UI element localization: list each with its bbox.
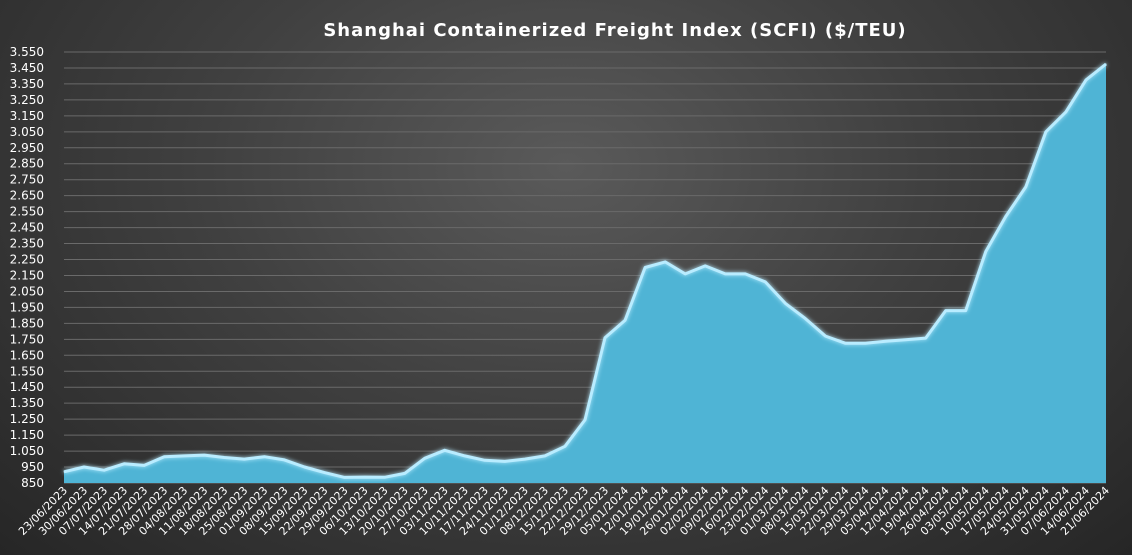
plot-area [63,62,1107,483]
y-tick-label: 2.650 [10,189,44,203]
data-point [985,251,987,253]
data-point [684,273,686,275]
data-point [965,310,967,312]
y-tick-label: 3.450 [10,61,44,75]
data-point [404,472,406,474]
data-point [143,464,145,466]
data-point [824,335,826,337]
data-point [364,476,366,478]
data-point [905,339,907,341]
data-point [664,261,666,263]
y-tick-label: 2.850 [10,157,44,171]
data-point [564,445,566,447]
x-axis: 23/06/202330/06/202307/07/202314/07/2023… [16,484,1112,538]
y-tick-label: 3.050 [10,125,44,139]
y-axis: 3.550 3.450 3.350 3.250 3.150 3.050 2.950 2.850… [10,45,44,490]
data-point [63,471,65,473]
y-tick-label: 2.350 [10,237,44,251]
data-point [544,455,546,457]
data-point [764,281,766,283]
data-point [243,458,245,460]
data-point [123,463,125,465]
y-tick-label: 2.150 [10,268,44,282]
y-tick-label: 3.150 [10,109,44,123]
data-point [464,455,466,457]
y-tick-label: 1.250 [10,412,44,426]
y-tick-label: 2.950 [10,141,44,155]
data-point [1065,111,1067,113]
y-tick-label: 1.550 [10,364,44,378]
data-point [925,337,927,339]
data-point [303,466,305,468]
data-point [604,337,606,339]
data-point [784,302,786,304]
data-point [584,419,586,421]
data-point [624,319,626,321]
y-tick-label: 950 [21,460,44,474]
data-point [484,459,486,461]
chart-title: Shanghai Containerized Freight Index (SC… [323,20,906,41]
y-tick-label: 1.050 [10,444,44,458]
data-point [644,267,646,268]
y-tick-label: 2.550 [10,205,44,219]
data-point [845,342,846,344]
data-point [945,310,947,312]
data-point [384,476,386,478]
y-tick-label: 1.350 [10,396,44,410]
data-point [885,340,887,342]
y-tick-label: 1.850 [10,316,44,330]
y-tick-label: 1.750 [10,332,44,346]
y-tick-label: 850 [21,476,44,490]
data-point [1025,186,1027,188]
data-point [324,472,325,474]
data-point [744,273,746,275]
y-tick-label: 1.450 [10,380,44,394]
y-tick-label: 2.050 [10,284,44,298]
data-point [163,456,165,458]
data-point [724,273,726,275]
data-point [183,455,185,457]
y-tick-label: 1.150 [10,428,44,442]
data-point [223,456,225,458]
series-area [64,64,1106,483]
y-tick-label: 3.550 [10,45,44,59]
y-tick-label: 3.250 [10,93,44,107]
data-point [865,342,867,344]
data-point [524,458,526,460]
data-point [444,449,446,451]
data-point [83,466,85,468]
y-tick-label: 2.250 [10,253,44,267]
data-point [1005,215,1007,217]
data-point [1085,79,1087,81]
y-tick-label: 1.950 [10,300,44,314]
y-tick-label: 3.350 [10,77,44,91]
data-point [804,318,806,320]
data-point [103,469,105,471]
data-point [203,454,205,456]
data-point [263,456,265,458]
data-point [424,457,426,459]
data-point [1105,63,1107,65]
y-tick-label: 1.650 [10,348,44,362]
y-tick-label: 2.450 [10,221,44,235]
data-point [704,265,706,267]
y-tick-label: 2.750 [10,173,44,187]
data-point [283,459,285,461]
data-point [344,476,346,478]
data-point [504,460,506,462]
data-point [1045,131,1047,133]
